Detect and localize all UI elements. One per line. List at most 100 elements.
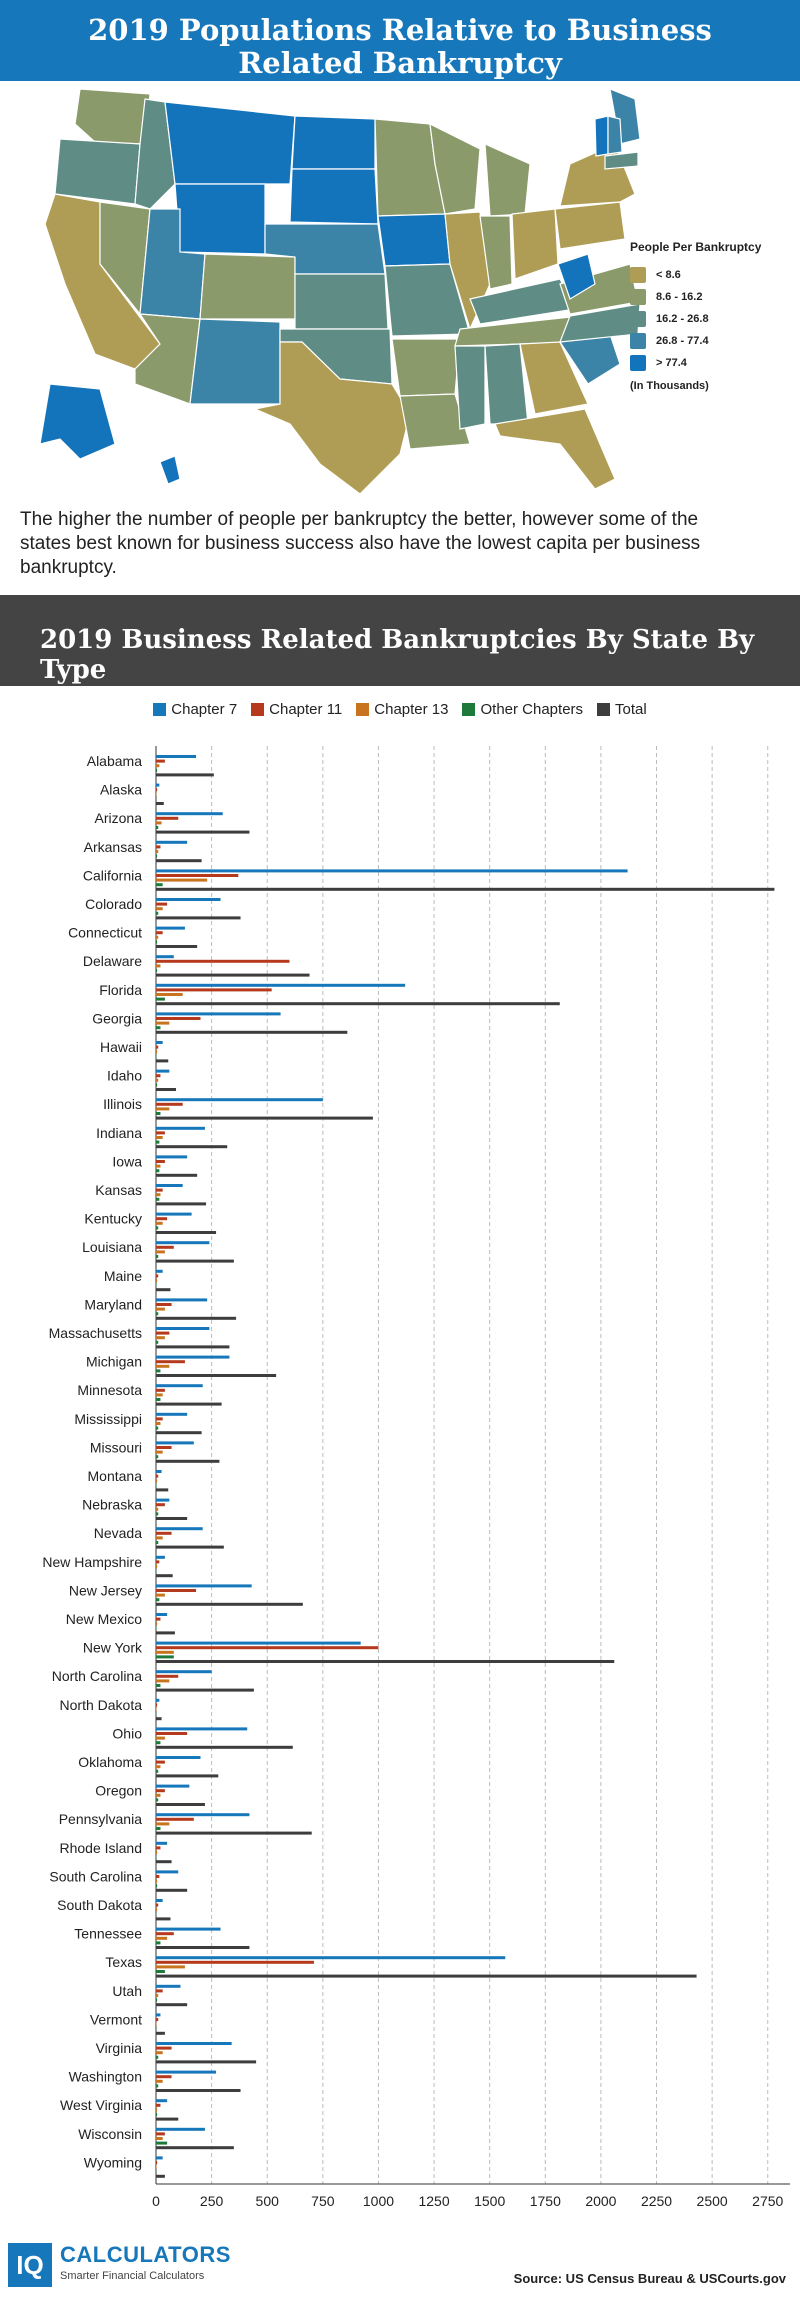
bar-chapter-7 [156, 1498, 170, 1502]
bar-chapter-13 [156, 764, 160, 768]
bar-chapter-13 [156, 964, 161, 968]
bar-chapter-13 [156, 1593, 165, 1597]
bar-chapter-11 [156, 1560, 160, 1564]
title-line-2: Related Bankruptcy [238, 46, 562, 80]
bar-chapter-13 [156, 1450, 163, 1454]
category-label: Colorado [85, 896, 142, 912]
bar-total [156, 1688, 254, 1692]
bar-chapter-7 [156, 1470, 162, 1473]
x-tick-label: 750 [311, 2193, 335, 2209]
bar-chapter-13 [156, 2137, 163, 2140]
intro-paragraph: The higher the number of people per bank… [20, 509, 701, 578]
bar-chapter-11 [156, 1131, 165, 1135]
bar-chapter-11 [156, 1674, 179, 1678]
bar-other-chapters [156, 826, 159, 829]
state-pennsylvania [554, 201, 626, 250]
bar-chapter-13 [156, 1851, 158, 1854]
bar-chapter-7 [156, 1384, 203, 1388]
bar-chapter-11 [156, 1331, 170, 1335]
bar-chapter-7 [156, 2099, 168, 2103]
bar-total [156, 1631, 175, 1635]
bar-chapter-11 [156, 788, 158, 792]
bar-chapter-11 [156, 2018, 159, 2021]
bar-chapter-13 [156, 935, 159, 939]
bar-chapter-13 [156, 993, 183, 996]
map-legend-label: 16.2 - 26.8 [656, 313, 709, 325]
bar-total [156, 1402, 222, 1406]
bar-chapter-11 [156, 1388, 165, 1392]
bar-chapter-7 [156, 1956, 506, 1960]
chart-legend-item: Chapter 13 [356, 701, 448, 718]
map-legend-swatch [630, 311, 646, 327]
bar-total [156, 1917, 171, 1921]
bar-chapter-13 [156, 1622, 158, 1626]
bar-chapter-7 [156, 783, 160, 787]
category-label: Pennsylvania [59, 1811, 142, 1827]
bar-total [156, 1145, 228, 1149]
bar-other-chapters [156, 768, 158, 772]
bar-chapter-11 [156, 1531, 172, 1535]
chart-legend-item: Other Chapters [462, 701, 583, 718]
bar-chapter-7 [156, 1756, 201, 1759]
bar-chapter-13 [156, 1765, 161, 1769]
bar-chapter-13 [156, 907, 163, 911]
bar-total [156, 1660, 615, 1663]
bar-other-chapters [156, 1169, 160, 1173]
category-label: New Jersey [69, 1582, 142, 1598]
state-iowa [377, 213, 451, 267]
bar-chapter-13 [156, 1565, 158, 1568]
category-label: Maine [104, 1268, 142, 1284]
bar-total [156, 1803, 205, 1806]
bar-chapter-7 [156, 2070, 217, 2074]
bar-total [156, 1374, 277, 1377]
bar-chapter-7 [156, 1069, 170, 1073]
bar-chapter-7 [156, 1841, 168, 1845]
state-arkansas [391, 338, 461, 397]
state-new-mexico [189, 318, 281, 405]
bar-chapter-11 [156, 1617, 161, 1621]
state-south-dakota [289, 168, 379, 225]
category-label: West Virginia [60, 2097, 142, 2113]
bar-chapter-7 [156, 1984, 181, 1988]
bar-chapter-7 [156, 1584, 252, 1588]
bar-chapter-11 [156, 1989, 163, 1993]
bar-total [156, 2174, 165, 2178]
x-tick-label: 1250 [418, 2193, 449, 2209]
bar-chapter-7 [156, 2156, 163, 2160]
bar-other-chapters [156, 2113, 158, 2116]
map-legend-item: 26.8 - 77.4 [630, 330, 790, 352]
category-label: Idaho [107, 1068, 142, 1084]
bar-chapter-7 [156, 1613, 168, 1616]
map-legend-swatch [630, 355, 646, 371]
bar-chapter-11 [156, 1017, 201, 1020]
bar-chapter-13 [156, 1193, 161, 1197]
bar-total [156, 1717, 162, 1721]
bar-chapter-11 [156, 1960, 314, 1964]
bar-chart: Alabama Alaska Arizona Arkansas California Co… [42, 746, 790, 2209]
bar-chapter-11 [156, 1217, 168, 1221]
map-legend-label: 26.8 - 77.4 [656, 335, 709, 347]
bar-chapter-7 [156, 1012, 281, 1016]
category-label: North Carolina [52, 1668, 142, 1684]
category-label: Washington [69, 2069, 142, 2085]
category-label: Missouri [90, 1439, 142, 1455]
bar-other-chapters [156, 997, 165, 1001]
bar-chapter-11 [156, 902, 168, 906]
bar-total [156, 916, 241, 920]
bar-chapter-13 [156, 850, 159, 853]
bar-chapter-13 [156, 2108, 158, 2112]
state-alabama [484, 343, 529, 425]
bar-chapter-7 [156, 1126, 205, 1130]
bar-total [156, 2146, 234, 2150]
bar-other-chapters [156, 1083, 158, 1087]
bar-other-chapters [156, 1455, 159, 1459]
bar-other-chapters [156, 1226, 159, 1230]
category-label: Kentucky [84, 1211, 142, 1227]
bar-total [156, 1545, 224, 1549]
bar-chapter-7 [156, 1355, 230, 1359]
chart-legend-swatch [597, 703, 611, 716]
bar-total [156, 1288, 171, 1292]
bar-total [156, 1116, 373, 1120]
bar-total [156, 2003, 188, 2007]
category-label: Maryland [84, 1296, 142, 1312]
